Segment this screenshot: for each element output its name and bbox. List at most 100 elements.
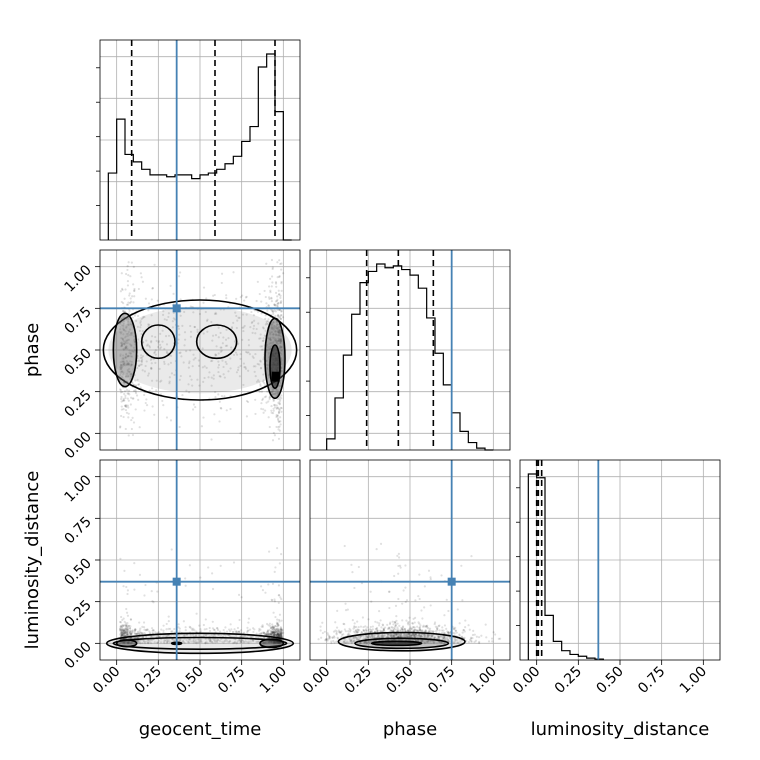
sample-point bbox=[378, 633, 382, 636]
sample-point bbox=[269, 339, 273, 342]
sample-point bbox=[361, 616, 364, 619]
sample-point bbox=[427, 639, 430, 643]
sample-point bbox=[129, 275, 132, 278]
sample-point bbox=[380, 634, 383, 638]
sample-point bbox=[129, 363, 133, 366]
sample-point bbox=[120, 343, 123, 346]
sample-point bbox=[122, 633, 125, 636]
sample-point bbox=[272, 634, 275, 637]
sample-point bbox=[278, 325, 281, 328]
sample-point bbox=[157, 340, 161, 343]
sample-point bbox=[242, 326, 245, 329]
sample-point bbox=[206, 330, 209, 333]
sample-point bbox=[221, 640, 224, 643]
sample-point bbox=[395, 632, 398, 636]
sample-point bbox=[413, 633, 416, 636]
sample-point bbox=[484, 623, 487, 626]
sample-point bbox=[271, 266, 274, 269]
sample-point bbox=[123, 382, 126, 385]
sample-point bbox=[380, 633, 384, 636]
sample-point bbox=[128, 292, 131, 295]
sample-point bbox=[266, 343, 269, 346]
sample-point bbox=[273, 633, 276, 636]
sample-point bbox=[139, 631, 143, 635]
sample-point bbox=[151, 600, 154, 603]
sample-point bbox=[418, 629, 421, 632]
sample-point bbox=[376, 634, 380, 637]
sample-point bbox=[277, 628, 280, 631]
sample-point bbox=[279, 339, 282, 342]
sample-point bbox=[126, 323, 130, 326]
sample-point bbox=[120, 366, 123, 369]
sample-point bbox=[367, 640, 370, 643]
sample-point bbox=[274, 281, 278, 284]
sample-point bbox=[130, 333, 133, 337]
sample-point bbox=[121, 630, 124, 634]
sample-point bbox=[171, 320, 174, 323]
sample-point bbox=[248, 628, 252, 631]
sample-point bbox=[379, 629, 382, 632]
sample-point bbox=[208, 626, 211, 630]
sample-point bbox=[239, 641, 242, 644]
sample-point bbox=[134, 628, 137, 631]
sample-point bbox=[406, 634, 409, 637]
sample-point bbox=[166, 635, 169, 638]
sample-point bbox=[192, 403, 196, 406]
sample-point bbox=[192, 641, 195, 644]
sample-point bbox=[420, 639, 424, 642]
sample-point bbox=[203, 365, 206, 368]
sample-point bbox=[220, 394, 224, 398]
sample-point bbox=[398, 629, 402, 632]
sample-point bbox=[359, 636, 362, 640]
sample-point bbox=[134, 384, 137, 387]
sample-point bbox=[414, 639, 417, 642]
sample-point bbox=[418, 626, 421, 629]
sample-point bbox=[280, 635, 283, 638]
sample-point bbox=[127, 332, 130, 335]
sample-point bbox=[416, 635, 419, 638]
sample-point bbox=[185, 638, 188, 642]
sample-point bbox=[267, 351, 270, 354]
sample-point bbox=[239, 364, 242, 367]
sample-point bbox=[428, 629, 431, 632]
sample-point bbox=[126, 625, 129, 629]
sample-point bbox=[433, 636, 436, 639]
sample-point bbox=[324, 639, 327, 642]
sample-point bbox=[233, 641, 236, 644]
sample-point bbox=[335, 632, 338, 635]
sample-point bbox=[380, 635, 383, 638]
sample-point bbox=[178, 333, 181, 336]
sample-point bbox=[420, 635, 423, 638]
sample-point bbox=[278, 632, 281, 635]
sample-point bbox=[447, 631, 450, 634]
sample-point bbox=[156, 641, 159, 644]
sample-point bbox=[177, 626, 180, 629]
sample-point bbox=[130, 363, 133, 366]
sample-point bbox=[211, 627, 215, 630]
sample-point bbox=[375, 627, 378, 630]
sample-point bbox=[127, 362, 131, 365]
sample-point bbox=[456, 641, 459, 644]
sample-point bbox=[419, 635, 422, 638]
sample-point bbox=[277, 428, 280, 431]
sample-point bbox=[278, 333, 281, 336]
sample-point bbox=[469, 636, 473, 639]
sample-point bbox=[275, 627, 279, 631]
sample-point bbox=[150, 314, 153, 317]
sample-point bbox=[126, 627, 130, 630]
sample-point bbox=[373, 634, 376, 638]
sample-point bbox=[128, 393, 131, 396]
sample-point bbox=[272, 630, 276, 634]
sample-point bbox=[137, 383, 141, 386]
sample-point bbox=[148, 346, 152, 349]
sample-point bbox=[421, 640, 424, 643]
sample-point bbox=[276, 334, 279, 337]
sample-point bbox=[128, 328, 132, 331]
sample-point bbox=[278, 411, 281, 414]
sample-point bbox=[408, 635, 411, 638]
sample-point bbox=[427, 627, 430, 630]
sample-point bbox=[131, 350, 134, 353]
sample-point bbox=[142, 635, 145, 639]
sample-point bbox=[181, 324, 184, 327]
sample-point bbox=[119, 628, 122, 631]
